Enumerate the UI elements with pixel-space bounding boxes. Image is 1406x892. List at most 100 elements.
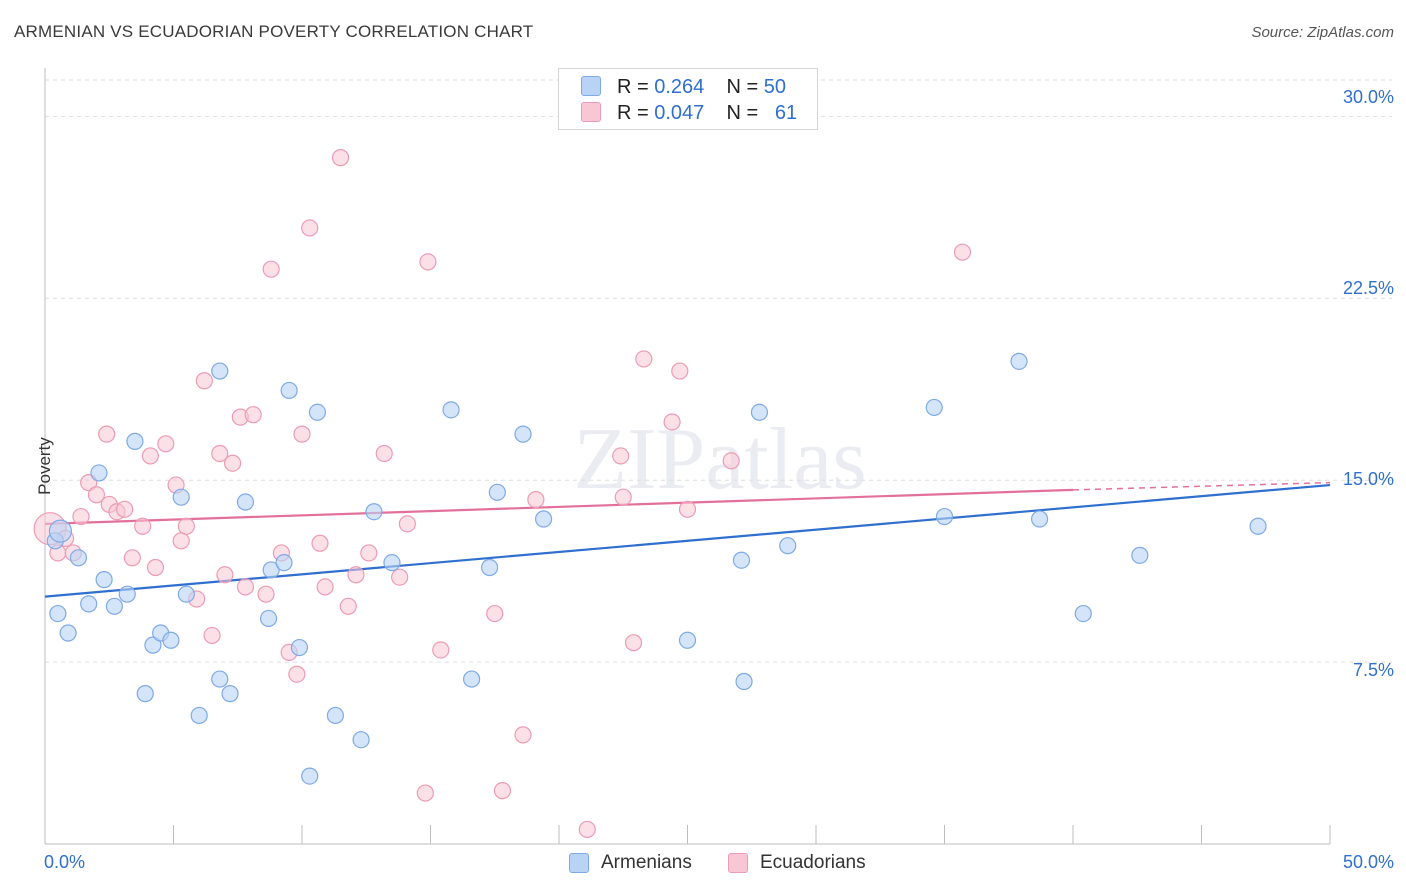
armenians-point [190, 706, 208, 725]
ecuadorians-point [203, 626, 221, 645]
ecuadorians-point [244, 406, 262, 424]
ecuadorians-point [624, 634, 643, 652]
ecuadorians-legend-swatch [728, 853, 748, 873]
gridlines [45, 79, 1392, 663]
armenians-point [463, 670, 481, 688]
n-value: 61 [774, 102, 798, 124]
armenians-point [326, 706, 345, 725]
armenians-point [211, 670, 229, 688]
armenians-point [308, 403, 327, 421]
ecuadorians-point [224, 454, 242, 472]
armenians-point [481, 558, 499, 577]
armenians-point [49, 604, 67, 623]
trend-lines [44, 481, 1331, 598]
ecuadorians-point [157, 435, 175, 453]
armenians-point [935, 507, 954, 526]
ecuadorians-point [514, 726, 532, 744]
ecuadorians-point [347, 566, 365, 584]
armenians-point [1249, 517, 1267, 535]
axes [44, 68, 1331, 845]
ecuadorians-point [953, 243, 972, 261]
armenians-point [172, 488, 190, 506]
armenians-legend-label: Armenians [601, 852, 692, 873]
armenians-point [126, 432, 144, 450]
n-value: 50 [763, 76, 787, 98]
armenians-point [59, 624, 77, 642]
armenians-point [352, 731, 370, 749]
armenians-point [177, 585, 195, 603]
armenians-point [69, 549, 88, 567]
ecuadorians-point [339, 597, 357, 615]
armenians-point [275, 554, 293, 572]
armenians-point [534, 510, 553, 528]
armenians-trend-line [44, 483, 1331, 598]
ecuadorians-point [663, 413, 681, 431]
armenians-point [221, 685, 239, 703]
ecuadorians-trend-line [44, 488, 1074, 525]
ecuadorians-point [614, 488, 632, 506]
stats-legend: R = 0.264 N = 50 R = 0.047 N = 61 [558, 68, 818, 130]
armenians-point [750, 403, 769, 421]
ecuadorians-point [195, 372, 213, 390]
y-tick-label-30: 30.0% [1342, 87, 1394, 107]
y-tick-label-7-5: 7.5% [1352, 660, 1394, 680]
ecuadorians-point [391, 568, 409, 586]
ecuadorians-point [419, 253, 437, 271]
ecuadorians-point [293, 425, 311, 443]
armenians-point [678, 631, 697, 649]
ecuadorians-point [141, 447, 159, 465]
ecuadorians-point [262, 260, 280, 278]
armenians-point [732, 551, 751, 569]
r-value: 0.264 [654, 76, 705, 98]
ecuadorians-point [486, 604, 504, 623]
r-label: R = [617, 76, 649, 98]
legend-armenians-stats: R = 0.264 N = 50 [617, 76, 786, 99]
armenians-point [90, 464, 108, 482]
ecuadorians-point [375, 444, 393, 463]
ecuadorians-point [72, 507, 90, 526]
armenians-point [1074, 604, 1092, 623]
ecuadorians-point [116, 500, 134, 518]
armenians-point [259, 609, 278, 628]
armenians-point [162, 631, 180, 649]
legend-ecuadorians-stats: R = 0.047 N = 61 [617, 102, 797, 125]
armenians-point [105, 597, 123, 615]
armenians-point [144, 636, 162, 654]
ecuadorians-point [527, 490, 545, 509]
x-tick-label-max: 50.0% [1342, 852, 1394, 872]
ecuadorians-point [216, 566, 234, 584]
armenians-point [1131, 546, 1149, 564]
armenians-point [236, 493, 255, 511]
armenians-point [1010, 352, 1028, 370]
armenians-point [95, 571, 113, 589]
r-label: R = [617, 102, 649, 124]
armenians-point [383, 554, 401, 572]
ecuadorians-point [678, 500, 697, 518]
armenians-point [280, 381, 298, 400]
ecuadorians-point [301, 219, 319, 237]
ecuadorians-legend-label: Ecuadorians [760, 852, 866, 873]
y-tick-label-15: 15.0% [1342, 469, 1394, 489]
armenians-point [365, 503, 383, 521]
ecuadorians-point [360, 544, 378, 562]
ecuadorians-point [612, 447, 630, 465]
n-label: N = [726, 76, 759, 98]
armenians-legend-swatch [569, 853, 589, 873]
armenians-point [779, 537, 797, 555]
ecuadorians-point [172, 532, 190, 550]
armenians-point [735, 672, 753, 691]
y-tick-label-22-5: 22.5% [1342, 278, 1394, 298]
data-points [33, 149, 1267, 839]
n-label: N = [726, 102, 759, 124]
armenians-point [1030, 510, 1049, 528]
chart-source: Source: ZipAtlas.com [1251, 24, 1394, 41]
ecuadorians-point [398, 515, 416, 533]
ecuadorians-point [316, 578, 334, 596]
ecuadorians-point [493, 782, 512, 800]
ecuadorians-point [288, 665, 306, 683]
armenians-point [80, 595, 98, 613]
ecuadorians-point [134, 517, 152, 535]
ecuadorians-point [432, 641, 450, 659]
armenians-point [48, 519, 73, 543]
